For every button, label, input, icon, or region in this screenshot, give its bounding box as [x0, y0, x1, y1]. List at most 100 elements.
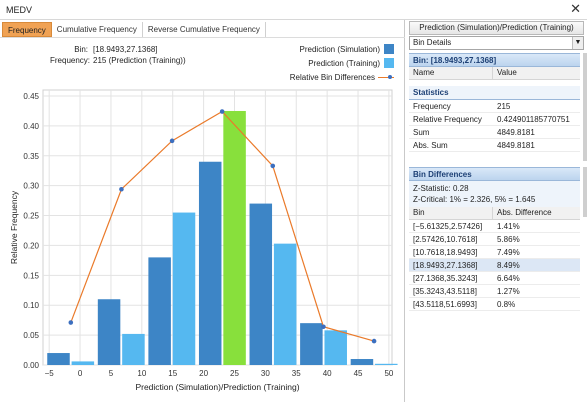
y-tick-label: 0.00: [23, 361, 39, 370]
legend-line-swatch: [378, 72, 394, 82]
difference-row[interactable]: [35.3243,43.5118] 1.27%: [409, 285, 580, 298]
x-tick-label: 25: [230, 369, 239, 378]
chart-legend: Prediction (Simulation) Prediction (Trai…: [290, 42, 394, 84]
mode-button[interactable]: Prediction (Simulation)/Prediction (Trai…: [409, 21, 584, 35]
difference-value: 1.27%: [497, 287, 520, 296]
bin-differences-panel: Bin Differences Z-Statistic: 0.28 Z-Crit…: [409, 167, 580, 311]
difference-point: [371, 338, 377, 344]
tab-reverse-cumulative-frequency[interactable]: Reverse Cumulative Frequency: [143, 22, 266, 37]
x-tick-label: −5: [45, 369, 55, 378]
z-critical: Z-Critical: 1% = 2.326, 5% = 1.645: [409, 194, 580, 207]
x-tick-label: 10: [137, 369, 146, 378]
differences-table: [−5.61325,2.57426] 1.41% [2.57426,10.7618]…: [409, 220, 580, 311]
bar-simulation: [300, 323, 323, 365]
bar-simulation: [249, 203, 273, 365]
x-tick-label: 15: [168, 369, 177, 378]
stats-row[interactable]: Frequency 215: [409, 100, 580, 113]
difference-point: [169, 138, 175, 144]
differences-column-header: Bin Abs. Difference: [409, 207, 580, 220]
difference-value: 6.64%: [497, 274, 520, 283]
legend-swatch: [384, 58, 394, 68]
x-tick-label: 5: [109, 369, 114, 378]
y-tick-label: 0.35: [23, 152, 39, 161]
stat-name: Frequency: [413, 102, 451, 111]
difference-row[interactable]: [2.57426,10.7618] 5.86%: [409, 233, 580, 246]
bin-info-frequency-value: 215 (Prediction (Training)): [93, 56, 186, 65]
bar-training: [375, 363, 398, 365]
bar-simulation: [350, 359, 374, 365]
difference-point: [68, 320, 74, 325]
tab-cumulative-frequency[interactable]: Cumulative Frequency: [52, 22, 143, 37]
legend-swatch: [384, 44, 394, 54]
scrollbar[interactable]: [583, 53, 587, 161]
difference-row[interactable]: [10.7618,18.9493] 7.49%: [409, 246, 580, 259]
bin-info-bin-label: Bin:: [74, 45, 88, 54]
difference-point: [270, 163, 276, 169]
difference-row[interactable]: [43.5118,51.6993] 0.8%: [409, 298, 580, 311]
y-tick-label: 0.40: [23, 122, 39, 131]
difference-bin: [10.7618,18.9493]: [413, 248, 478, 257]
x-tick-label: 45: [354, 369, 363, 378]
legend-label: Relative Bin Differences: [289, 72, 375, 82]
bar-simulation: [198, 161, 222, 365]
y-tick-label: 0.10: [23, 301, 39, 310]
difference-value: 7.49%: [497, 248, 520, 257]
statistics-title: Statistics: [409, 86, 580, 100]
difference-bin: [18.9493,27.1368]: [413, 261, 478, 270]
bin-differences-header: Bin Differences: [409, 167, 580, 181]
y-tick-label: 0.30: [23, 182, 39, 191]
chevron-down-icon[interactable]: ▼: [572, 37, 583, 49]
details-pane: Prediction (Simulation)/Prediction (Trai…: [406, 20, 587, 402]
difference-row[interactable]: [−5.61325,2.57426] 1.41%: [409, 220, 580, 233]
stat-name: Relative Frequency: [413, 115, 482, 124]
legend-item-simulation[interactable]: Prediction (Simulation): [290, 42, 394, 56]
details-column-header: Name Value: [409, 67, 580, 80]
stat-name: Sum: [413, 128, 430, 137]
bar-training: [122, 333, 145, 365]
bar-training: [71, 361, 95, 365]
y-tick-label: 0.45: [23, 92, 39, 101]
bar-simulation: [97, 299, 121, 365]
difference-row[interactable]: [27.1368,35.3243] 6.64%: [409, 272, 580, 285]
y-tick-label: 0.05: [23, 331, 39, 340]
stat-name: Abs. Sum: [413, 141, 448, 150]
tab-frequency[interactable]: Frequency: [2, 22, 52, 37]
legend-item-training[interactable]: Prediction (Training): [290, 56, 394, 70]
bin-info-frequency-label: Frequency:: [50, 56, 91, 65]
legend-label: Prediction (Training): [308, 58, 380, 68]
column-value[interactable]: Value: [497, 68, 517, 77]
bar-training: [273, 243, 297, 365]
difference-value: 5.86%: [497, 235, 520, 244]
difference-bin: [27.1368,35.3243]: [413, 274, 478, 283]
close-icon[interactable]: ✕: [570, 1, 581, 16]
x-tick-label: 0: [78, 369, 83, 378]
legend-item-differences[interactable]: Relative Bin Differences: [290, 70, 394, 84]
bar-training-selected: [223, 110, 246, 365]
bar-simulation: [148, 257, 171, 365]
difference-row[interactable]: [18.9493,27.1368] 8.49%: [409, 259, 580, 272]
difference-bin: [−5.61325,2.57426]: [413, 222, 483, 231]
difference-bin: [35.3243,43.5118]: [413, 287, 477, 296]
details-combo[interactable]: Bin Details ▼: [409, 36, 584, 50]
bin-info-bin-value: [18.9493,27.1368]: [93, 45, 158, 54]
column-bin[interactable]: Bin: [409, 207, 493, 219]
difference-point: [219, 109, 225, 114]
bar-training: [324, 330, 347, 365]
scrollbar[interactable]: [583, 167, 587, 217]
legend-label: Prediction (Simulation): [299, 44, 380, 54]
chart-tabs: Frequency Cumulative Frequency Reverse C…: [2, 22, 266, 37]
difference-bin: [43.5118,51.6993]: [413, 300, 477, 309]
difference-point: [321, 324, 326, 330]
stats-row[interactable]: Abs. Sum 4849.8181: [409, 139, 580, 152]
column-name[interactable]: Name: [409, 67, 493, 79]
y-tick-label: 0.15: [23, 271, 39, 280]
stat-value: 215: [497, 102, 511, 111]
chart-pane: Frequency Cumulative Frequency Reverse C…: [0, 20, 405, 402]
statistics-table: Frequency 215 Relative Frequency 0.42490118…: [409, 100, 580, 152]
stats-row[interactable]: Sum 4849.8181: [409, 126, 580, 139]
combo-value: Bin Details: [413, 38, 452, 47]
stats-row[interactable]: Relative Frequency 0.424901185770751: [409, 113, 580, 126]
tab-divider: [0, 37, 405, 38]
column-abs-difference[interactable]: Abs. Difference: [497, 208, 552, 217]
difference-bin: [2.57426,10.7618]: [413, 235, 478, 244]
